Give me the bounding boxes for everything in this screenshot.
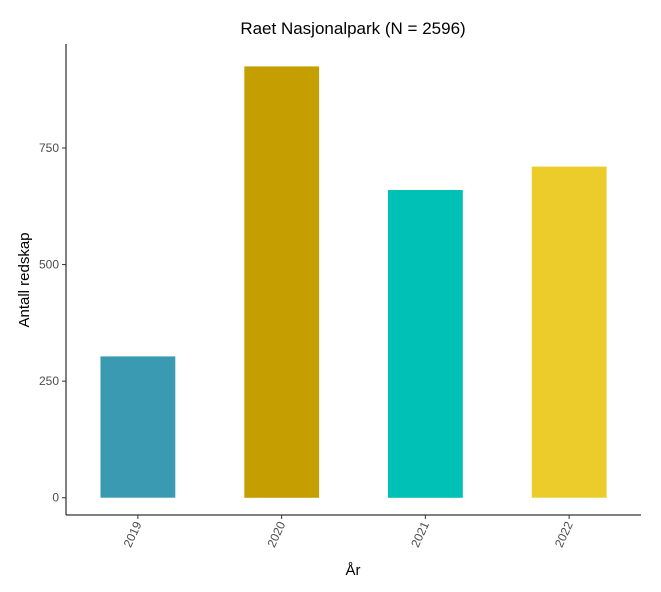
x-tick-label-2022: 2022 xyxy=(552,519,576,549)
x-tick-label-2021: 2021 xyxy=(408,519,432,549)
y-tick-label-0: 0 xyxy=(52,491,59,505)
y-ticks-group: 0 250 500 750 xyxy=(39,141,66,505)
y-tick-label-500: 500 xyxy=(39,258,59,272)
x-axis-title: År xyxy=(346,562,361,579)
y-tick-label-250: 250 xyxy=(39,374,59,388)
y-axis-title: Antall redskap xyxy=(16,232,33,327)
x-ticks-group: 2019 2020 2021 2022 xyxy=(121,515,576,549)
bar-2021 xyxy=(388,190,463,498)
bar-2019 xyxy=(100,356,176,498)
bars-group xyxy=(100,66,607,498)
bar-2022 xyxy=(531,166,607,498)
chart-title: Raet Nasjonalpark (N = 2596) xyxy=(240,19,465,38)
bar-2020 xyxy=(244,66,320,498)
x-tick-label-2020: 2020 xyxy=(264,519,288,549)
y-tick-label-750: 750 xyxy=(39,141,59,155)
x-tick-label-2019: 2019 xyxy=(121,519,145,549)
